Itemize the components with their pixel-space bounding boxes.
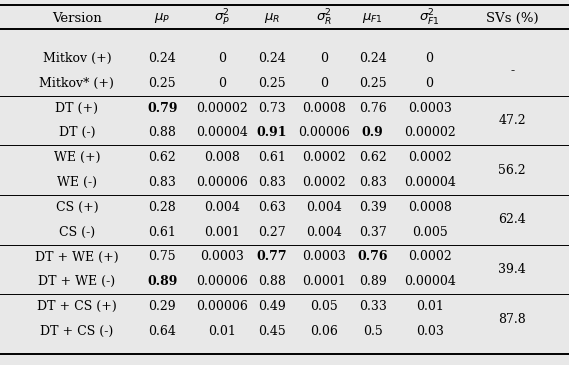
Text: DT (+): DT (+) [55,101,98,115]
Text: 0.49: 0.49 [258,300,286,313]
Text: 0.0002: 0.0002 [408,250,451,264]
Text: $\sigma^{2}_{F1}$: $\sigma^{2}_{F1}$ [419,8,440,28]
Text: DT + WE (-): DT + WE (-) [38,275,116,288]
Text: 0.83: 0.83 [359,176,386,189]
Text: CS (-): CS (-) [59,226,95,239]
Text: 0.00004: 0.00004 [196,126,248,139]
Text: 0.00006: 0.00006 [196,275,248,288]
Text: 0.00002: 0.00002 [404,126,455,139]
Text: DT + WE (+): DT + WE (+) [35,250,118,264]
Text: 39.4: 39.4 [498,263,526,276]
Text: 0.89: 0.89 [147,275,178,288]
Text: 0.00006: 0.00006 [298,126,351,139]
Text: 0.004: 0.004 [204,201,240,214]
Text: 0.33: 0.33 [359,300,386,313]
Text: 0: 0 [320,52,328,65]
Text: $\sigma^{2}_{R}$: $\sigma^{2}_{R}$ [316,8,332,28]
Text: 0.0008: 0.0008 [407,201,452,214]
Text: 0.28: 0.28 [149,201,176,214]
Text: SVs (%): SVs (%) [486,12,538,25]
Text: $\mu_{F1}$: $\mu_{F1}$ [362,11,383,25]
Text: 56.2: 56.2 [498,164,526,177]
Text: DT + CS (-): DT + CS (-) [40,325,113,338]
Text: 0.01: 0.01 [416,300,443,313]
Text: DT (-): DT (-) [59,126,95,139]
Text: 0.88: 0.88 [149,126,176,139]
Text: 87.8: 87.8 [498,312,526,326]
Text: 0.001: 0.001 [204,226,240,239]
Text: 0.004: 0.004 [306,226,343,239]
Text: 0.61: 0.61 [258,151,286,164]
Text: 47.2: 47.2 [498,114,526,127]
Text: 0.27: 0.27 [258,226,286,239]
Text: 0.39: 0.39 [359,201,386,214]
Text: 0.76: 0.76 [359,101,386,115]
Text: 0.0003: 0.0003 [200,250,244,264]
Text: 0.77: 0.77 [257,250,287,264]
Text: 0.75: 0.75 [149,250,176,264]
Text: 0.00006: 0.00006 [196,176,248,189]
Text: CS (+): CS (+) [56,201,98,214]
Text: $\sigma^{2}_{P}$: $\sigma^{2}_{P}$ [214,8,230,28]
Text: WE (-): WE (-) [57,176,97,189]
Text: 0.29: 0.29 [149,300,176,313]
Text: 0.62: 0.62 [359,151,386,164]
Text: Mitkov* (+): Mitkov* (+) [39,77,114,90]
Text: 0: 0 [218,77,226,90]
Text: $\mu_{P}$: $\mu_{P}$ [154,11,170,25]
Text: 0.25: 0.25 [149,77,176,90]
Text: 0.24: 0.24 [258,52,286,65]
Text: 0.0003: 0.0003 [302,250,347,264]
Text: 0.64: 0.64 [149,325,176,338]
Text: Mitkov (+): Mitkov (+) [43,52,111,65]
Text: 0.00004: 0.00004 [403,275,456,288]
Text: 0.83: 0.83 [149,176,176,189]
Text: 0.37: 0.37 [359,226,386,239]
Text: 0.5: 0.5 [363,325,382,338]
Text: Version: Version [52,12,102,25]
Text: 62.4: 62.4 [498,213,526,226]
Text: DT + CS (+): DT + CS (+) [37,300,117,313]
Text: 0.88: 0.88 [258,275,286,288]
Text: 0.0002: 0.0002 [303,151,346,164]
Text: 0.00004: 0.00004 [403,176,456,189]
Text: 0.008: 0.008 [204,151,240,164]
Text: 0.9: 0.9 [362,126,384,139]
Text: 0.005: 0.005 [412,226,447,239]
Text: 0.0002: 0.0002 [408,151,451,164]
Text: 0.61: 0.61 [149,226,176,239]
Text: -: - [510,64,514,77]
Text: 0.01: 0.01 [208,325,236,338]
Text: 0: 0 [426,52,434,65]
Text: 0.73: 0.73 [258,101,286,115]
Text: 0.03: 0.03 [416,325,443,338]
Text: 0: 0 [426,77,434,90]
Text: 0.89: 0.89 [359,275,386,288]
Text: 0.0001: 0.0001 [302,275,347,288]
Text: 0.0008: 0.0008 [302,101,347,115]
Text: 0: 0 [320,77,328,90]
Text: 0.0003: 0.0003 [407,101,452,115]
Text: 0.25: 0.25 [258,77,286,90]
Text: 0.62: 0.62 [149,151,176,164]
Text: 0.00002: 0.00002 [196,101,248,115]
Text: $\mu_{R}$: $\mu_{R}$ [264,11,280,25]
Text: 0.79: 0.79 [147,101,178,115]
Text: 0.91: 0.91 [257,126,287,139]
Text: 0.24: 0.24 [149,52,176,65]
Text: 0.00006: 0.00006 [196,300,248,313]
Text: 0.0002: 0.0002 [303,176,346,189]
Text: 0.06: 0.06 [311,325,338,338]
Text: 0.004: 0.004 [306,201,343,214]
Text: 0.25: 0.25 [359,77,386,90]
Text: 0.45: 0.45 [258,325,286,338]
Text: 0.63: 0.63 [258,201,286,214]
Text: 0: 0 [218,52,226,65]
Text: 0.76: 0.76 [357,250,388,264]
Text: 0.24: 0.24 [359,52,386,65]
Text: 0.83: 0.83 [258,176,286,189]
Text: WE (+): WE (+) [53,151,100,164]
Text: 0.05: 0.05 [311,300,338,313]
